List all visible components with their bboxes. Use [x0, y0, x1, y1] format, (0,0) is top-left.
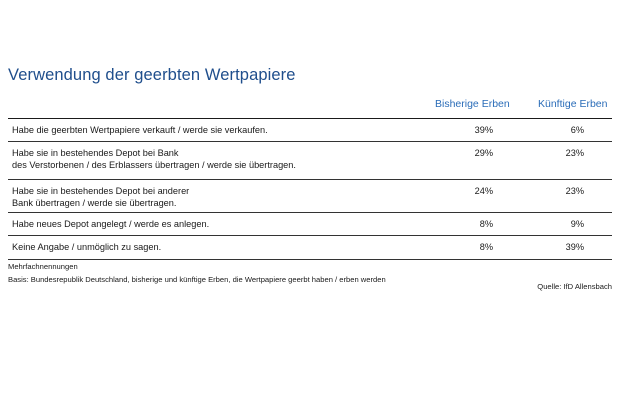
chart-title: Verwendung der geerbten Wertpapiere [8, 66, 296, 84]
row-value-kuenftige: 23% [565, 186, 584, 196]
footnote-mehrfachnennungen: Mehrfachnennungen [8, 262, 78, 271]
row-value-bisherige: 24% [474, 186, 493, 196]
row-value-kuenftige: 39% [565, 242, 584, 252]
table-row: Habe die geerbten Wertpapiere verkauft /… [8, 119, 612, 142]
table-row: Habe sie in bestehendes Depot bei Bank d… [8, 142, 612, 180]
column-header-bisherige-erben: Bisherige Erben [435, 98, 510, 110]
row-value-kuenftige: 9% [570, 219, 584, 229]
row-value-bisherige: 8% [479, 219, 493, 229]
row-value-bisherige: 39% [474, 125, 493, 135]
row-value-bisherige: 8% [479, 242, 493, 252]
row-value-bisherige: 29% [474, 148, 493, 158]
row-value-kuenftige: 23% [565, 148, 584, 158]
row-label: Habe die geerbten Wertpapiere verkauft /… [12, 125, 268, 135]
row-label: Habe sie in bestehendes Depot bei andere… [12, 186, 190, 208]
row-label: Habe sie in bestehendes Depot bei Bank d… [12, 148, 296, 170]
column-header-kuenftige-erben: Künftige Erben [538, 98, 608, 110]
row-value-kuenftige: 6% [570, 125, 584, 135]
table-header: Bisherige Erben Künftige Erben [8, 94, 612, 119]
source-note: Quelle: IfD Allensbach [537, 282, 612, 291]
row-label: Habe neues Depot angelegt / werde es anl… [12, 219, 210, 229]
table-row: Keine Angabe / unmöglich zu sagen. 8% 39… [8, 236, 612, 260]
table-row: Habe neues Depot angelegt / werde es anl… [8, 213, 612, 236]
footnote-basis: Basis: Bundesrepublik Deutschland, bishe… [8, 275, 386, 284]
data-table: Bisherige Erben Künftige Erben Habe die … [8, 94, 612, 260]
row-label: Keine Angabe / unmöglich zu sagen. [12, 242, 162, 252]
table-row: Habe sie in bestehendes Depot bei andere… [8, 180, 612, 213]
